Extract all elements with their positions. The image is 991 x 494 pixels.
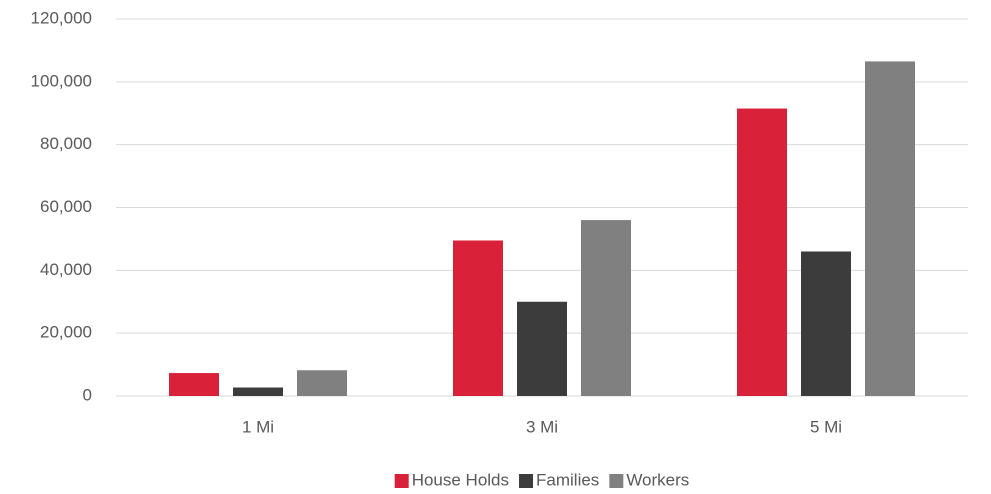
y-tick-label: 80,000: [40, 134, 92, 153]
y-tick-label: 40,000: [40, 260, 92, 279]
legend-swatch: [394, 474, 409, 488]
bar: [517, 301, 567, 396]
y-tick-label: 60,000: [40, 197, 92, 216]
x-tick-label: 1 Mi: [242, 417, 274, 436]
legend-swatch: [519, 474, 534, 488]
legend-label: Families: [536, 470, 599, 489]
legend-swatch: [609, 474, 624, 488]
bar: [737, 108, 787, 396]
y-tick-label: 20,000: [40, 323, 92, 342]
legend-label: House Holds: [412, 470, 509, 489]
x-tick-label: 5 Mi: [810, 417, 842, 436]
y-tick-label: 100,000: [31, 71, 92, 90]
x-tick-label: 3 Mi: [526, 417, 558, 436]
bar: [169, 373, 219, 396]
bar: [865, 61, 915, 396]
y-tick-label: 0: [83, 385, 92, 404]
bar: [233, 387, 283, 396]
bar: [297, 370, 347, 396]
y-tick-label: 120,000: [31, 8, 92, 27]
bar: [453, 240, 503, 396]
legend-label: Workers: [626, 470, 689, 489]
bar: [581, 220, 631, 396]
bar: [801, 251, 851, 396]
